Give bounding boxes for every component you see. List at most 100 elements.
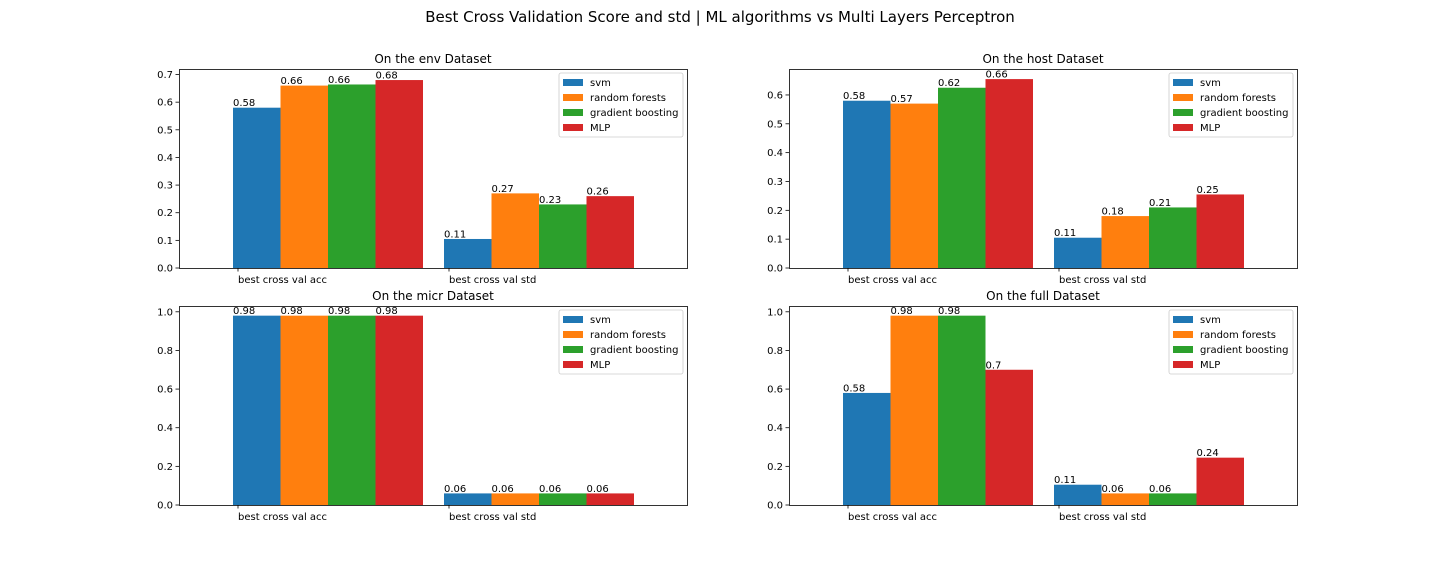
y-tick-label: 0.2	[157, 462, 173, 473]
y-tick-label: 0.6	[157, 385, 173, 396]
legend: svm random forests gradient boosting MLP	[1168, 72, 1294, 138]
data-label: 0.98	[891, 306, 913, 317]
axes-frame	[179, 306, 688, 506]
data-label: 0.06	[492, 484, 514, 495]
data-label: 0.06	[587, 484, 609, 495]
data-label: 0.27	[492, 184, 514, 195]
axes-frame	[789, 306, 1298, 506]
y-tick-label: 0.4	[767, 423, 783, 434]
data-label: 0.24	[1197, 448, 1219, 459]
legend-swatch-random-forests	[1173, 94, 1193, 101]
data-label: 0.66	[328, 75, 350, 86]
data-label: 0.06	[539, 484, 561, 495]
bar-svm-best-cross-val-acc	[233, 315, 281, 505]
x-tick-label: best cross val std	[449, 512, 536, 523]
data-label: 0.11	[1054, 228, 1076, 239]
legend-swatch-mlp	[1173, 361, 1193, 368]
legend-label-mlp: MLP	[1200, 360, 1220, 371]
data-label: 0.62	[938, 78, 960, 89]
bar-random-forests-best-cross-val-std	[1101, 493, 1149, 505]
y-tick-label: 0.5	[767, 119, 783, 130]
subplot-4: 0.58 0.11 0.98 0.06 0.98 0.06 0.7 0.24 0.0 0.2 0.4…	[767, 289, 1298, 523]
legend-swatch-gradient-boosting	[1173, 346, 1193, 353]
y-tick-label: 0.3	[767, 177, 783, 188]
legend-box	[558, 309, 684, 375]
y-tick-label: 0.6	[767, 90, 783, 101]
bar-random-forests-best-cross-val-acc	[280, 85, 328, 268]
y-tick-label: 0.3	[157, 181, 173, 192]
bar-mlp-best-cross-val-std	[1196, 457, 1244, 505]
legend-swatch-mlp	[1173, 124, 1193, 131]
y-tick-label: 0.4	[767, 148, 783, 159]
legend-label-svm: svm	[1200, 78, 1221, 89]
legend-label-random-forests: random forests	[590, 330, 666, 341]
legend-label-random-forests: random forests	[590, 93, 666, 104]
data-label: 0.98	[938, 306, 960, 317]
y-tick-label: 0.2	[767, 462, 783, 473]
data-label: 0.11	[1054, 475, 1076, 486]
legend-swatch-random-forests	[1173, 331, 1193, 338]
data-label: 0.58	[843, 383, 865, 394]
legend-swatch-random-forests	[563, 94, 583, 101]
data-label: 0.58	[233, 98, 255, 109]
legend-swatch-gradient-boosting	[563, 109, 583, 116]
bar-gradient-boosting-best-cross-val-std	[1149, 493, 1197, 505]
legend-label-svm: svm	[590, 315, 611, 326]
bar-random-forests-best-cross-val-std	[1101, 216, 1149, 268]
x-tick-label: best cross val std	[1059, 512, 1146, 523]
legend-label-mlp: MLP	[1200, 123, 1220, 134]
bar-svm-best-cross-val-std	[444, 493, 492, 505]
y-tick-label: 0.5	[157, 125, 173, 136]
data-label: 0.25	[1197, 185, 1219, 196]
bar-gradient-boosting-best-cross-val-std	[1149, 207, 1197, 268]
bar-svm-best-cross-val-std	[444, 238, 492, 268]
legend-swatch-gradient-boosting	[1173, 109, 1193, 116]
bar-mlp-best-cross-val-acc	[985, 79, 1033, 268]
bar-gradient-boosting-best-cross-val-acc	[938, 315, 986, 505]
y-tick-label: 0.0	[767, 501, 783, 512]
data-label: 0.57	[891, 94, 913, 105]
bar-svm-best-cross-val-acc	[843, 392, 891, 505]
legend-swatch-mlp	[563, 361, 583, 368]
subplot-3: 0.98 0.06 0.98 0.06 0.98 0.06 0.98 0.06 0.0 0.2 0.…	[157, 289, 688, 523]
data-label: 0.98	[328, 306, 350, 317]
x-tick-label: best cross val acc	[238, 275, 327, 286]
legend-label-gradient-boosting: gradient boosting	[1200, 345, 1288, 356]
bar-gradient-boosting-best-cross-val-acc	[328, 84, 376, 268]
legend-label-mlp: MLP	[590, 360, 610, 371]
legend-box	[1168, 309, 1294, 375]
data-label: 0.18	[1102, 207, 1124, 218]
bar-random-forests-best-cross-val-acc	[280, 315, 328, 505]
y-tick-label: 0.0	[767, 264, 783, 275]
subplot-1: 0.58 0.11 0.66 0.27 0.66 0.23 0.68 0.26 0.0 0.1 0.…	[157, 52, 688, 286]
legend-swatch-gradient-boosting	[563, 346, 583, 353]
y-tick-label: 0.2	[767, 206, 783, 217]
y-tick-label: 0.4	[157, 423, 173, 434]
bar-random-forests-best-cross-val-acc	[890, 103, 938, 268]
bar-mlp-best-cross-val-acc	[985, 369, 1033, 505]
data-label: 0.06	[1149, 484, 1171, 495]
subplot-title: On the full Dataset	[986, 289, 1100, 303]
y-tick-label: 0.6	[767, 385, 783, 396]
y-tick-label: 0.8	[157, 346, 173, 357]
data-label: 0.66	[281, 76, 303, 87]
y-tick-label: 0.1	[767, 235, 783, 246]
legend-label-random-forests: random forests	[1200, 93, 1276, 104]
data-label: 0.66	[986, 70, 1008, 81]
y-tick-label: 0.2	[157, 208, 173, 219]
x-tick-label: best cross val std	[449, 275, 536, 286]
y-tick-label: 1.0	[767, 307, 783, 318]
bar-gradient-boosting-best-cross-val-acc	[938, 87, 986, 269]
bar-mlp-best-cross-val-acc	[375, 315, 423, 505]
legend: svm random forests gradient boosting MLP	[558, 309, 684, 375]
bar-svm-best-cross-val-acc	[233, 107, 281, 268]
bar-svm-best-cross-val-acc	[843, 100, 891, 268]
data-label: 0.7	[986, 360, 1002, 371]
data-label: 0.68	[376, 71, 398, 82]
legend-swatch-svm	[1173, 79, 1193, 86]
bar-random-forests-best-cross-val-std	[491, 193, 539, 268]
bar-svm-best-cross-val-std	[1054, 484, 1102, 505]
data-label: 0.98	[376, 306, 398, 317]
